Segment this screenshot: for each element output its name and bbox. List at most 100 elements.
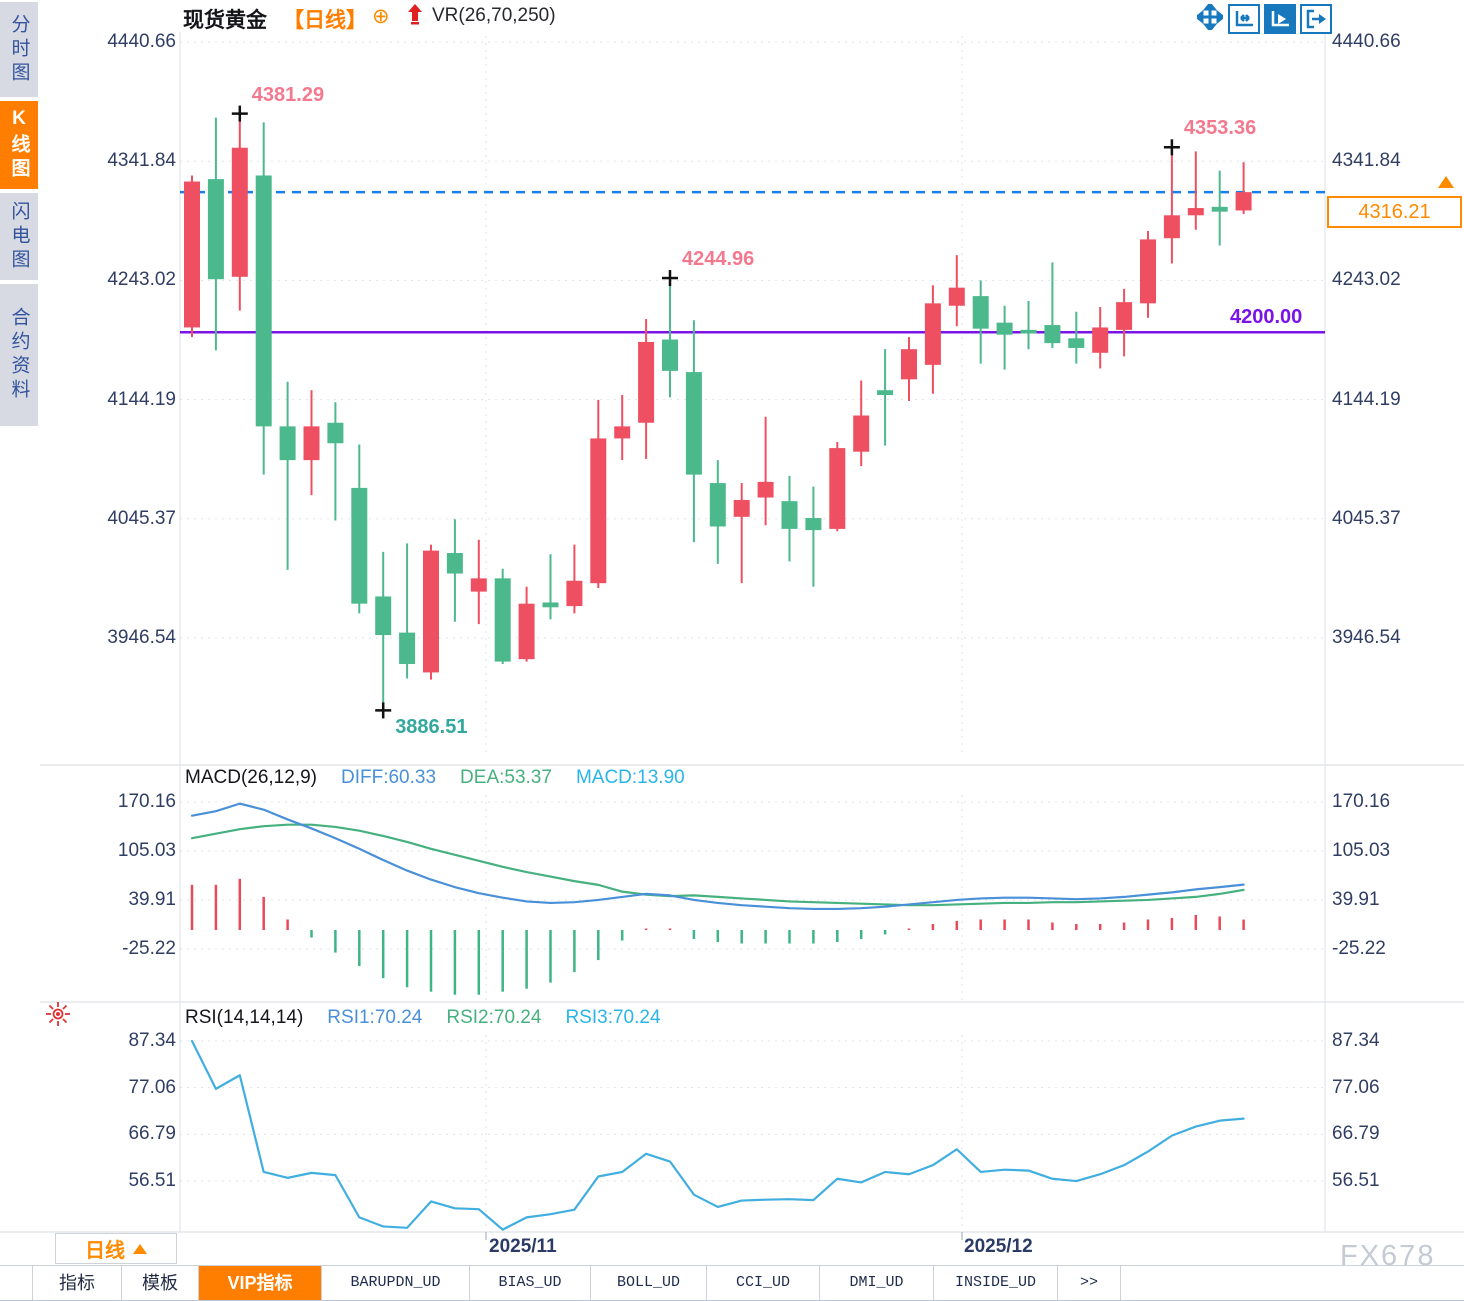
- candle-body: [996, 322, 1013, 335]
- y-axis-label: 39.91: [1332, 888, 1380, 910]
- y-axis-label: 66.79: [128, 1123, 176, 1145]
- x-axis-date-label: 2025/11: [489, 1236, 557, 1257]
- macd-diff-line: [190, 802, 1245, 911]
- axis-range-icon[interactable]: [1228, 4, 1260, 34]
- y-axis-label: 87.34: [1332, 1030, 1380, 1051]
- candle-body: [518, 603, 535, 660]
- candle-body: [948, 287, 965, 306]
- rsi1-value: RSI1:70.24: [327, 1007, 423, 1028]
- y-axis-label: 105.03: [117, 839, 176, 861]
- candle-body: [662, 339, 678, 371]
- candle-body: [231, 147, 248, 277]
- candle-body: [829, 448, 846, 529]
- candle-body: [446, 553, 463, 574]
- candle-body: [853, 415, 870, 452]
- support-level-label: 4200.00: [1230, 306, 1303, 328]
- chart-toolbar: [1196, 4, 1332, 34]
- candle-body: [1140, 239, 1156, 304]
- current-price-value: 4316.21: [1358, 200, 1431, 223]
- candle-body: [781, 501, 798, 529]
- period-selector[interactable]: 日线: [55, 1233, 177, 1264]
- tab->>[interactable]: >>: [1058, 1266, 1121, 1300]
- candle-body: [470, 578, 487, 592]
- candle-body: [805, 518, 822, 531]
- y-axis-label: 4243.02: [1332, 269, 1401, 291]
- candle-body: [399, 632, 416, 664]
- tab-bias-ud[interactable]: BIAS_UD: [470, 1266, 591, 1300]
- sun-icon[interactable]: [45, 1001, 71, 1032]
- candle-body: [1116, 302, 1133, 330]
- tab-bar-corner: [0, 1266, 33, 1300]
- y-axis-label: 77.06: [128, 1076, 176, 1098]
- candle-body: [757, 481, 774, 498]
- candle-body: [207, 179, 224, 280]
- y-axis-label: 56.51: [128, 1169, 176, 1191]
- price-extreme-label: 3886.51: [395, 716, 468, 739]
- y-axis-label: 3946.54: [1332, 627, 1401, 648]
- rsi-title: RSI(14,14,14): [185, 1007, 304, 1028]
- tab-barupdn-ud[interactable]: BARUPDN_UD: [322, 1266, 470, 1300]
- y-axis-label: 3946.54: [107, 627, 176, 648]
- candle-body: [1211, 206, 1228, 212]
- sidebar-item-4[interactable]: 合约资料: [0, 284, 38, 426]
- indicator-label[interactable]: VR(26,70,250): [432, 5, 556, 26]
- tab-inside-ud[interactable]: INSIDE_UD: [934, 1266, 1058, 1300]
- candle-body: [614, 426, 631, 439]
- candle-body: [590, 438, 607, 584]
- candle-body: [685, 372, 702, 475]
- candle-body: [1187, 208, 1204, 216]
- tab-cci-ud[interactable]: CCI_UD: [707, 1266, 820, 1300]
- candle-body: [255, 175, 272, 427]
- y-axis-label: 4341.84: [107, 150, 176, 172]
- tab-模板[interactable]: 模板: [122, 1266, 199, 1300]
- watermark: FX678: [1340, 1240, 1436, 1272]
- crosshair-circle-icon[interactable]: ⊕: [372, 5, 390, 28]
- tab-vip指标[interactable]: VIP指标: [199, 1266, 322, 1300]
- y-axis-label: -25.22: [122, 937, 176, 959]
- x-axis-date-label: 2025/12: [964, 1236, 1033, 1257]
- y-axis-label: 105.03: [1332, 839, 1391, 861]
- y-axis-label: 66.79: [1332, 1123, 1380, 1145]
- macd-dea-line: [190, 823, 1245, 907]
- candle-body: [1044, 325, 1061, 344]
- tab-dmi-ud[interactable]: DMI_UD: [820, 1266, 934, 1300]
- price-extreme-label: 4381.29: [251, 83, 325, 106]
- move-icon[interactable]: [1196, 4, 1224, 30]
- candle-body: [972, 296, 989, 329]
- candle-body: [542, 602, 559, 608]
- y-axis-label: 4144.19: [1332, 388, 1401, 410]
- rsi-line: [190, 1039, 1245, 1231]
- chevron-up-icon: [133, 1243, 147, 1254]
- sidebar-item-3[interactable]: 闪电图: [0, 193, 38, 280]
- candle-body: [638, 341, 655, 423]
- y-axis-label: 170.16: [1332, 791, 1391, 812]
- y-axis-label: 4341.84: [1332, 150, 1401, 172]
- candle-body: [1163, 215, 1180, 239]
- sidebar-item-2[interactable]: K线图: [0, 101, 38, 189]
- macd-legend: MACD(26,12,9) DIFF:60.33 DEA:53.37 MACD:…: [185, 767, 685, 789]
- price-extreme-label: 4244.96: [682, 248, 755, 271]
- candle-body: [423, 550, 439, 673]
- y-axis-label: 4144.19: [107, 388, 176, 410]
- candle-body: [1092, 327, 1109, 353]
- macd-macd-value: MACD:13.90: [575, 767, 685, 788]
- candle-body: [375, 596, 392, 636]
- current-price-tag: 4316.21: [1327, 196, 1462, 228]
- period-selector-label: 日线: [85, 1240, 125, 1262]
- candle-body: [1020, 329, 1037, 334]
- candle-body: [924, 303, 941, 365]
- axis-play-icon[interactable]: [1264, 4, 1296, 34]
- period-badge[interactable]: 【日线】: [283, 9, 367, 32]
- y-axis-label: 170.16: [117, 791, 176, 812]
- tab-指标[interactable]: 指标: [33, 1266, 122, 1300]
- y-axis-label: 4045.37: [1332, 507, 1401, 529]
- y-axis-label: -25.22: [1332, 937, 1386, 959]
- candle-body: [494, 578, 511, 662]
- candle-body: [184, 181, 200, 328]
- tab-boll-ud[interactable]: BOLL_UD: [591, 1266, 707, 1300]
- sidebar-item-1[interactable]: 分时图: [0, 2, 38, 97]
- candle-body: [1235, 192, 1252, 211]
- exit-chart-icon[interactable]: [1300, 4, 1332, 34]
- candle-body: [351, 487, 368, 604]
